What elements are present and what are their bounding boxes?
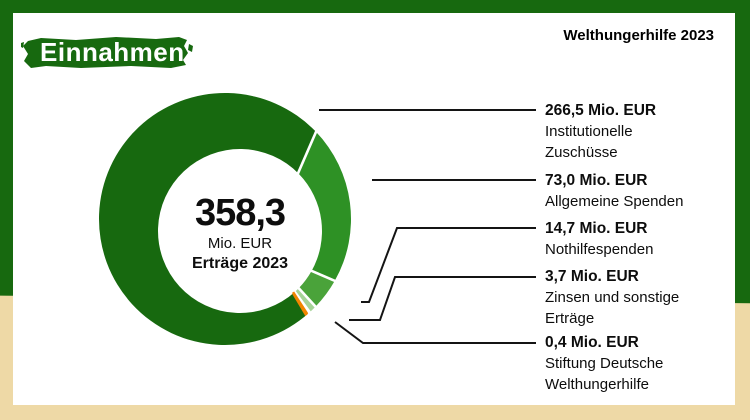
segment-value-label: 3,7 Mio. EUR bbox=[545, 268, 639, 285]
segment-label-1: 266,5 Mio. EUR Institutionelle Zuschüsse bbox=[545, 100, 656, 163]
segment-value-label: 73,0 Mio. EUR bbox=[545, 172, 648, 189]
leader-line-5 bbox=[334, 321, 536, 344]
segment-label-3: 14,7 Mio. EUR Nothilfespenden bbox=[545, 218, 653, 260]
donut-segment-1 bbox=[98, 93, 316, 346]
segment-label-2: 73,0 Mio. EUR Allgemeine Spenden bbox=[545, 170, 683, 212]
einnahmen-badge: Einnahmen bbox=[21, 34, 193, 70]
segment-name-label: Allgemeine Spenden bbox=[545, 193, 684, 210]
segment-gap bbox=[295, 285, 318, 309]
brush-stroke-shape bbox=[21, 37, 193, 68]
segment-name-label: Zinsen und sonstige bbox=[545, 289, 680, 306]
total-value: 358,3 bbox=[194, 192, 286, 234]
segment-value-label: 266,5 Mio. EUR bbox=[545, 102, 657, 119]
segment-value-label: 14,7 Mio. EUR bbox=[545, 220, 648, 237]
segment-label-5: 0,4 Mio. EUR Stiftung Deutsche Welthungerh… bbox=[545, 332, 663, 395]
donut-segment-4 bbox=[295, 288, 316, 313]
leader-line-4 bbox=[349, 276, 536, 321]
donut-segment-2 bbox=[298, 131, 351, 281]
segment-label-4: 3,7 Mio. EUR Zinsen und sonstige Erträge bbox=[545, 266, 679, 329]
segment-name-label: Stiftung Deutsche bbox=[545, 355, 664, 372]
segment-name-label: Zuschüsse bbox=[545, 144, 618, 161]
badge-label: Einnahmen bbox=[40, 36, 185, 67]
segment-name-label: Nothilfespenden bbox=[545, 241, 654, 258]
leader-line-3 bbox=[361, 227, 536, 303]
segment-gap bbox=[295, 129, 318, 177]
brand-label: Welthungerhilfe 2023 bbox=[563, 27, 714, 44]
segment-name-label: Institutionelle bbox=[545, 123, 633, 140]
total-caption: Erträge 2023 bbox=[191, 255, 289, 272]
segment-gap bbox=[292, 288, 312, 315]
segment-value-label: 0,4 Mio. EUR bbox=[545, 334, 639, 351]
segment-name-label: Welthungerhilfe bbox=[545, 376, 649, 393]
segment-name-label: Erträge bbox=[545, 310, 595, 327]
total-unit: Mio. EUR bbox=[207, 235, 273, 252]
center-total: 358,3 Mio. EUR Erträge 2023 bbox=[192, 194, 288, 274]
segment-gap bbox=[308, 268, 337, 283]
accent-sliver bbox=[291, 291, 308, 315]
